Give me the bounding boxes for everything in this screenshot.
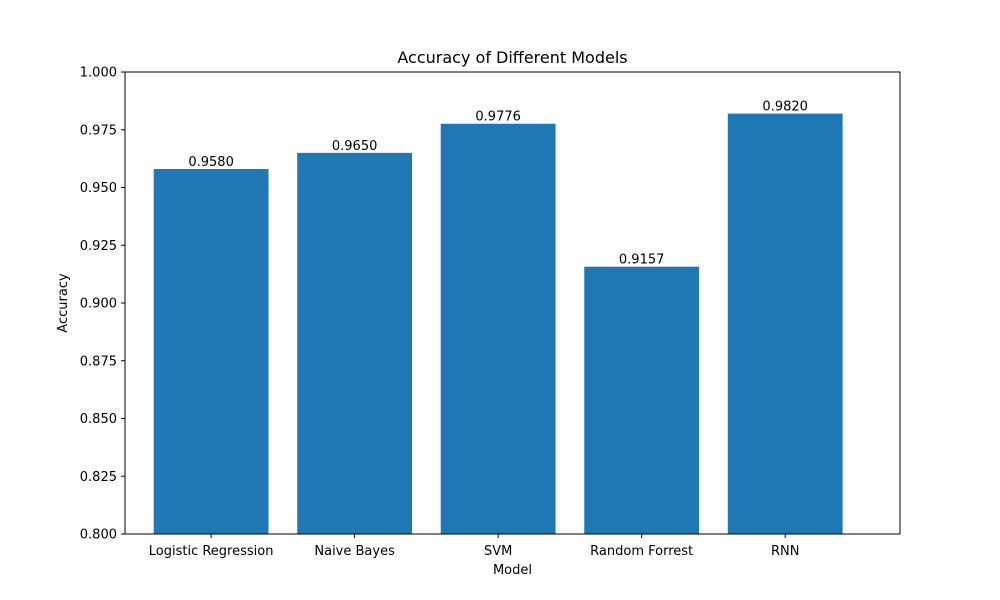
x-tick-label: SVM: [484, 544, 512, 559]
bar: [153, 169, 269, 534]
bar: [584, 266, 700, 534]
x-tick-label: Random Forrest: [590, 544, 693, 559]
bar: [440, 123, 556, 534]
data-label: 0.9820: [762, 100, 808, 115]
y-tick-label: 0.925: [80, 239, 117, 254]
x-tick-label: Logistic Regression: [149, 544, 274, 559]
data-label: 0.9580: [188, 155, 234, 170]
data-labels-layer: 0.9580 0.9650 0.9776 0.9157 0.9820: [188, 100, 808, 268]
y-axis-label: Accuracy: [56, 273, 71, 333]
x-axis-label: Model: [493, 563, 532, 578]
x-tick-label: Naive Bayes: [314, 544, 395, 559]
plot-frame: [124, 71, 901, 535]
y-tick-label: 0.875: [80, 354, 117, 369]
bars-layer: [153, 113, 843, 534]
y-tick-label: 0.900: [80, 297, 117, 312]
y-axis: 0.800 0.825 0.850 0.875 0.900 0.925 0.950 0.975…: [80, 66, 125, 543]
y-tick-label: 0.825: [80, 470, 117, 485]
data-label: 0.9157: [619, 253, 665, 268]
data-label: 0.9650: [332, 139, 378, 154]
y-tick-label: 0.950: [80, 181, 117, 196]
y-tick-label: 0.850: [80, 412, 117, 427]
x-axis: Logistic Regression Naive Bayes SVM Random …: [149, 534, 799, 559]
x-tick-label: RNN: [771, 544, 799, 559]
data-label: 0.9776: [475, 110, 521, 125]
bar: [727, 113, 843, 534]
chart-title: Accuracy of Different Models: [397, 48, 627, 67]
y-tick-label: 1.000: [80, 66, 117, 81]
bar: [297, 152, 413, 534]
y-tick-label: 0.975: [80, 123, 117, 138]
y-tick-label: 0.800: [80, 528, 117, 543]
